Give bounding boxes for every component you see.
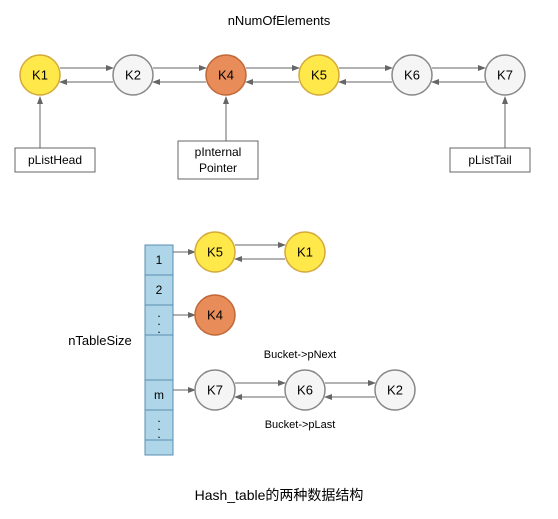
pointer-box-label: pListTail xyxy=(468,153,511,167)
table-size-label: nTableSize xyxy=(68,333,132,348)
pointer-box-label: pInternal xyxy=(195,145,242,159)
pointer-box-label: Pointer xyxy=(199,161,237,175)
hash-table-diagram: nNumOfElements K1 K2 K4 K5 K6 K7 pListHead pInte… xyxy=(0,0,558,519)
list-node-label: K2 xyxy=(125,68,141,83)
bucket-label: m xyxy=(154,388,164,402)
diagram-caption: Hash_table的两种数据结构 xyxy=(195,487,364,503)
bucket-label: 2 xyxy=(156,283,163,297)
hash-node-label: K5 xyxy=(207,245,223,260)
pointer-box-label: pListHead xyxy=(28,153,82,167)
bucket-dots: . xyxy=(157,322,160,336)
list-node-label: K5 xyxy=(311,68,327,83)
bucket-dots: . xyxy=(157,427,160,441)
bucket-label: 1 xyxy=(156,253,163,267)
list-node-label: K6 xyxy=(404,68,420,83)
title-top: nNumOfElements xyxy=(228,13,331,28)
bucket-next-label: Bucket->pNext xyxy=(264,349,336,361)
hash-node-label: K4 xyxy=(207,308,223,323)
hash-node-label: K1 xyxy=(297,245,313,260)
list-node-label: K1 xyxy=(32,68,48,83)
list-node-label: K4 xyxy=(218,68,234,83)
list-node-label: K7 xyxy=(497,68,513,83)
bucket-last-label: Bucket->pLast xyxy=(265,419,336,431)
hash-node-label: K7 xyxy=(207,383,223,398)
hash-node-label: K2 xyxy=(387,383,403,398)
hash-node-label: K6 xyxy=(297,383,313,398)
